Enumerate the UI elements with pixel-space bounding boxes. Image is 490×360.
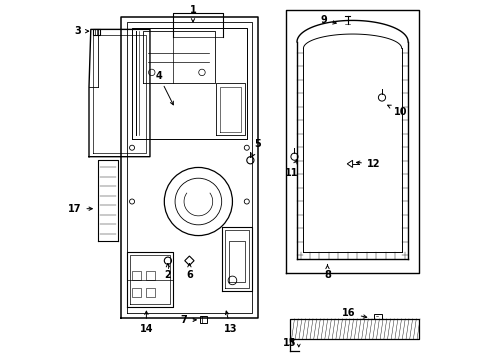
Text: 12: 12: [356, 159, 380, 169]
Text: 10: 10: [388, 105, 408, 117]
Text: 9: 9: [320, 15, 336, 26]
Bar: [200, 316, 207, 323]
Bar: [132, 271, 141, 280]
Text: 2: 2: [165, 264, 172, 280]
Bar: [147, 271, 155, 280]
Text: 15: 15: [283, 338, 296, 348]
Bar: [147, 288, 155, 297]
Bar: [132, 288, 141, 297]
Text: 7: 7: [181, 315, 196, 325]
Text: 16: 16: [342, 309, 367, 318]
Text: 6: 6: [186, 264, 193, 280]
Text: 1: 1: [190, 5, 196, 22]
Bar: [374, 314, 382, 319]
Polygon shape: [347, 160, 353, 167]
Text: 5: 5: [252, 139, 261, 157]
Text: 11: 11: [285, 160, 298, 178]
Text: 14: 14: [140, 311, 153, 334]
Text: 8: 8: [324, 265, 331, 280]
Text: 17: 17: [68, 204, 92, 214]
Text: 4: 4: [155, 71, 173, 105]
Bar: [93, 30, 100, 35]
Text: 3: 3: [75, 26, 89, 36]
Text: 13: 13: [224, 311, 238, 334]
Polygon shape: [185, 256, 194, 265]
